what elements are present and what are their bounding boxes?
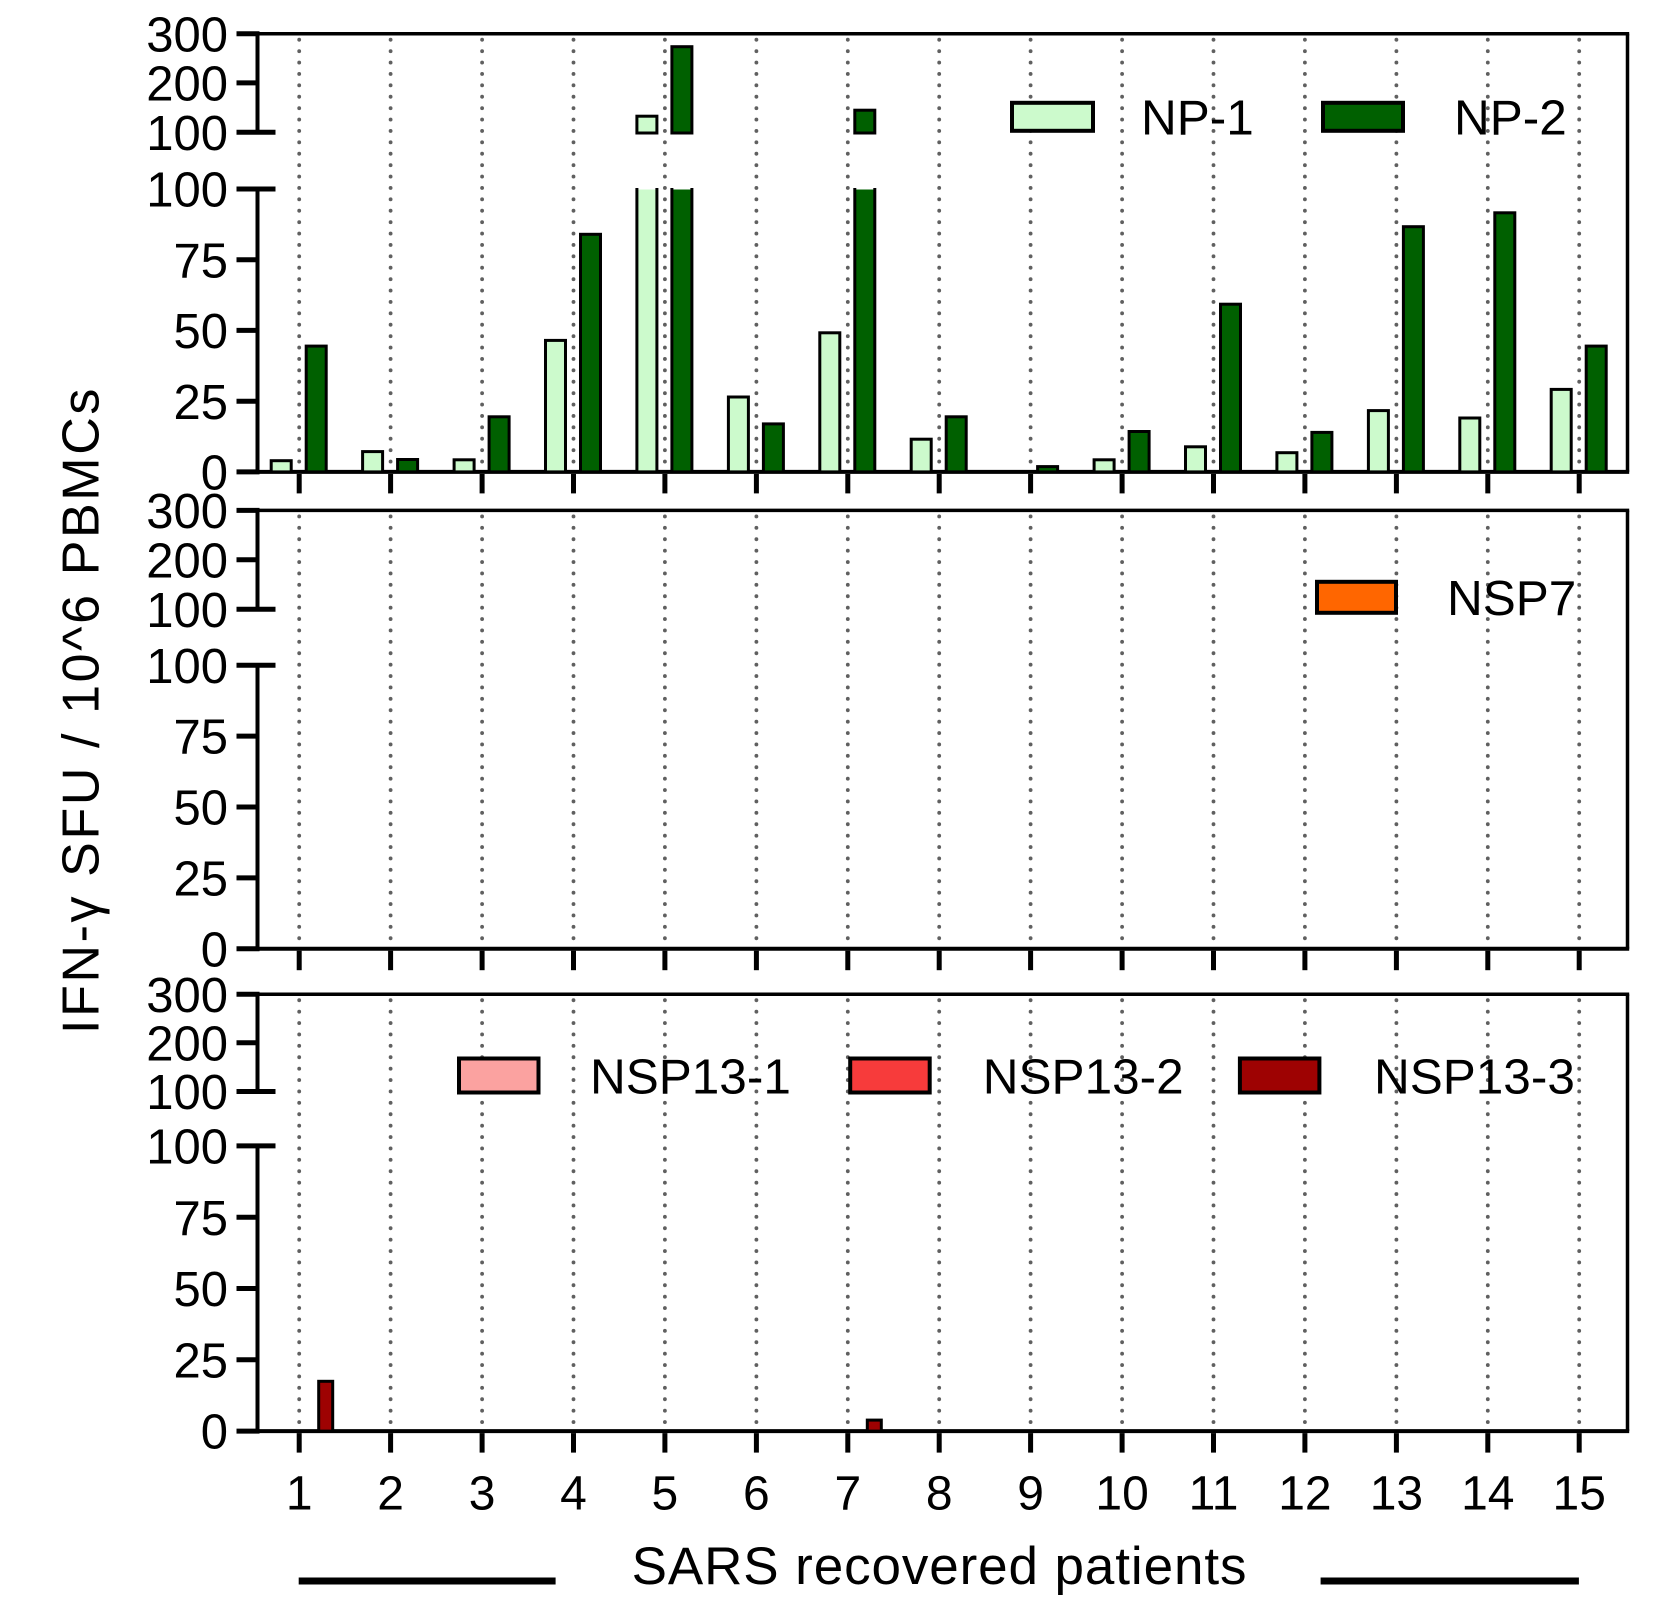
- svg-text:9: 9: [1017, 1467, 1044, 1520]
- svg-text:300: 300: [146, 969, 228, 1023]
- svg-text:7: 7: [834, 1467, 861, 1520]
- svg-text:50: 50: [173, 782, 228, 836]
- svg-text:50: 50: [173, 1263, 228, 1317]
- svg-text:100: 100: [146, 164, 228, 218]
- svg-text:75: 75: [173, 1192, 228, 1246]
- svg-text:50: 50: [173, 305, 228, 359]
- svg-text:100: 100: [146, 640, 228, 694]
- svg-text:100: 100: [146, 584, 228, 638]
- svg-text:NSP13-2: NSP13-2: [983, 1049, 1184, 1104]
- svg-text:13: 13: [1370, 1467, 1423, 1520]
- svg-text:IFN-γ SFU / 10^6 PBMCs: IFN-γ SFU / 10^6 PBMCs: [53, 386, 111, 1034]
- svg-text:NP-1: NP-1: [1141, 91, 1254, 146]
- svg-text:11: 11: [1189, 1467, 1239, 1520]
- svg-text:300: 300: [146, 485, 228, 539]
- svg-text:2: 2: [377, 1467, 404, 1520]
- svg-text:3: 3: [469, 1467, 496, 1520]
- svg-text:SARS recovered patients: SARS recovered patients: [632, 1537, 1248, 1596]
- svg-text:5: 5: [652, 1467, 679, 1520]
- svg-text:75: 75: [173, 711, 228, 765]
- svg-text:0: 0: [201, 1406, 228, 1460]
- svg-text:1: 1: [286, 1467, 313, 1520]
- svg-text:0: 0: [201, 923, 228, 977]
- svg-text:100: 100: [146, 1121, 228, 1175]
- svg-text:200: 200: [146, 534, 228, 588]
- svg-text:25: 25: [173, 376, 228, 430]
- svg-text:0: 0: [201, 447, 228, 501]
- svg-text:4: 4: [560, 1467, 587, 1520]
- svg-text:300: 300: [146, 8, 228, 62]
- svg-text:200: 200: [146, 1017, 228, 1071]
- svg-text:NSP13-1: NSP13-1: [590, 1049, 791, 1104]
- svg-text:25: 25: [173, 853, 228, 907]
- svg-text:6: 6: [743, 1467, 770, 1520]
- svg-text:25: 25: [173, 1334, 228, 1388]
- svg-text:NP-2: NP-2: [1454, 91, 1567, 146]
- svg-text:75: 75: [173, 234, 228, 288]
- svg-text:NSP13-3: NSP13-3: [1374, 1049, 1575, 1104]
- svg-text:100: 100: [146, 107, 228, 161]
- svg-text:100: 100: [146, 1066, 228, 1120]
- svg-text:8: 8: [926, 1467, 953, 1520]
- svg-text:200: 200: [146, 58, 228, 112]
- svg-text:10: 10: [1095, 1467, 1148, 1520]
- svg-text:14: 14: [1461, 1467, 1514, 1520]
- svg-text:NSP7: NSP7: [1447, 571, 1576, 626]
- svg-text:12: 12: [1278, 1467, 1331, 1520]
- svg-text:15: 15: [1553, 1467, 1606, 1520]
